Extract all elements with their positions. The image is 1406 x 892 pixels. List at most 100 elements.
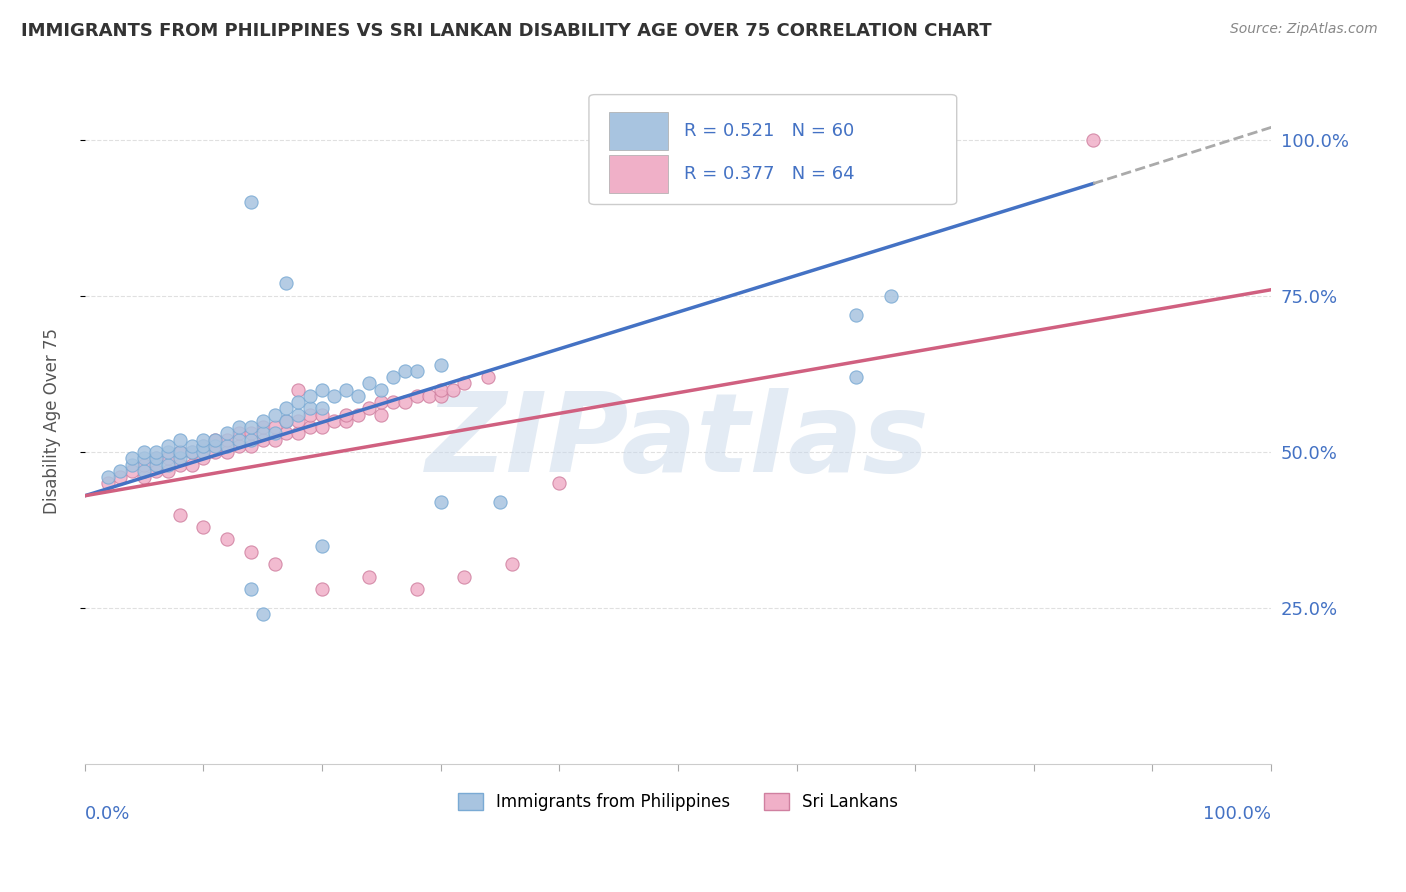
Point	[311, 408, 333, 422]
Text: ZIPatlas: ZIPatlas	[426, 388, 929, 495]
Point	[145, 451, 167, 466]
Point	[276, 426, 298, 441]
Point	[322, 389, 344, 403]
Point	[299, 389, 322, 403]
Point	[239, 582, 262, 597]
Point	[217, 433, 239, 447]
Point	[239, 426, 262, 441]
Point	[110, 464, 132, 478]
Point	[193, 439, 215, 453]
Point	[406, 364, 429, 378]
Point	[169, 451, 191, 466]
Point	[276, 414, 298, 428]
Legend: Immigrants from Philippines, Sri Lankans: Immigrants from Philippines, Sri Lankans	[451, 786, 904, 818]
Point	[429, 389, 451, 403]
Point	[359, 376, 381, 391]
Point	[169, 445, 191, 459]
Text: Source: ZipAtlas.com: Source: ZipAtlas.com	[1230, 22, 1378, 37]
Point	[880, 289, 903, 303]
Point	[145, 458, 167, 472]
FancyBboxPatch shape	[589, 95, 956, 204]
Point	[132, 451, 155, 466]
Point	[180, 445, 202, 459]
Point	[429, 495, 451, 509]
Point	[156, 458, 179, 472]
Point	[406, 582, 429, 597]
Point	[335, 383, 357, 397]
Point	[180, 458, 202, 472]
Point	[845, 308, 868, 322]
Point	[97, 470, 120, 484]
Point	[252, 420, 274, 434]
Point	[335, 408, 357, 422]
Point	[156, 439, 179, 453]
Point	[252, 426, 274, 441]
Point	[263, 420, 285, 434]
Point	[239, 439, 262, 453]
Point	[217, 426, 239, 441]
Point	[489, 495, 512, 509]
Point	[311, 383, 333, 397]
Point	[311, 582, 333, 597]
Point	[204, 433, 226, 447]
Point	[239, 433, 262, 447]
Point	[169, 433, 191, 447]
Text: R = 0.521   N = 60: R = 0.521 N = 60	[683, 122, 853, 140]
Point	[370, 408, 392, 422]
Point	[97, 476, 120, 491]
Point	[132, 445, 155, 459]
Point	[287, 426, 309, 441]
Point	[132, 470, 155, 484]
Point	[346, 408, 368, 422]
Point	[193, 520, 215, 534]
Point	[322, 414, 344, 428]
Point	[299, 408, 322, 422]
Point	[204, 439, 226, 453]
Point	[382, 370, 405, 384]
Point	[121, 451, 143, 466]
Point	[169, 458, 191, 472]
Point	[276, 277, 298, 291]
Text: IMMIGRANTS FROM PHILIPPINES VS SRI LANKAN DISABILITY AGE OVER 75 CORRELATION CHA: IMMIGRANTS FROM PHILIPPINES VS SRI LANKA…	[21, 22, 991, 40]
Point	[441, 383, 464, 397]
Point	[299, 401, 322, 416]
Point	[228, 439, 250, 453]
Point	[287, 414, 309, 428]
Point	[359, 401, 381, 416]
Point	[169, 508, 191, 522]
Point	[370, 395, 392, 409]
Point	[263, 426, 285, 441]
Point	[263, 408, 285, 422]
Point	[477, 370, 499, 384]
Point	[180, 445, 202, 459]
Point	[193, 433, 215, 447]
Point	[217, 445, 239, 459]
Point	[287, 383, 309, 397]
Point	[1081, 133, 1104, 147]
Point	[311, 401, 333, 416]
Point	[156, 451, 179, 466]
Point	[845, 370, 868, 384]
Point	[145, 451, 167, 466]
Point	[311, 539, 333, 553]
Point	[169, 445, 191, 459]
Point	[239, 545, 262, 559]
Point	[406, 389, 429, 403]
Point	[346, 389, 368, 403]
Point	[132, 458, 155, 472]
Point	[276, 401, 298, 416]
Point	[193, 439, 215, 453]
Point	[193, 445, 215, 459]
Point	[204, 433, 226, 447]
FancyBboxPatch shape	[609, 112, 668, 150]
Point	[180, 439, 202, 453]
Text: 100.0%: 100.0%	[1204, 805, 1271, 823]
Point	[453, 570, 475, 584]
Point	[287, 408, 309, 422]
Point	[276, 414, 298, 428]
Point	[156, 445, 179, 459]
Point	[228, 420, 250, 434]
Point	[429, 383, 451, 397]
Text: 0.0%: 0.0%	[84, 805, 131, 823]
Point	[501, 558, 523, 572]
